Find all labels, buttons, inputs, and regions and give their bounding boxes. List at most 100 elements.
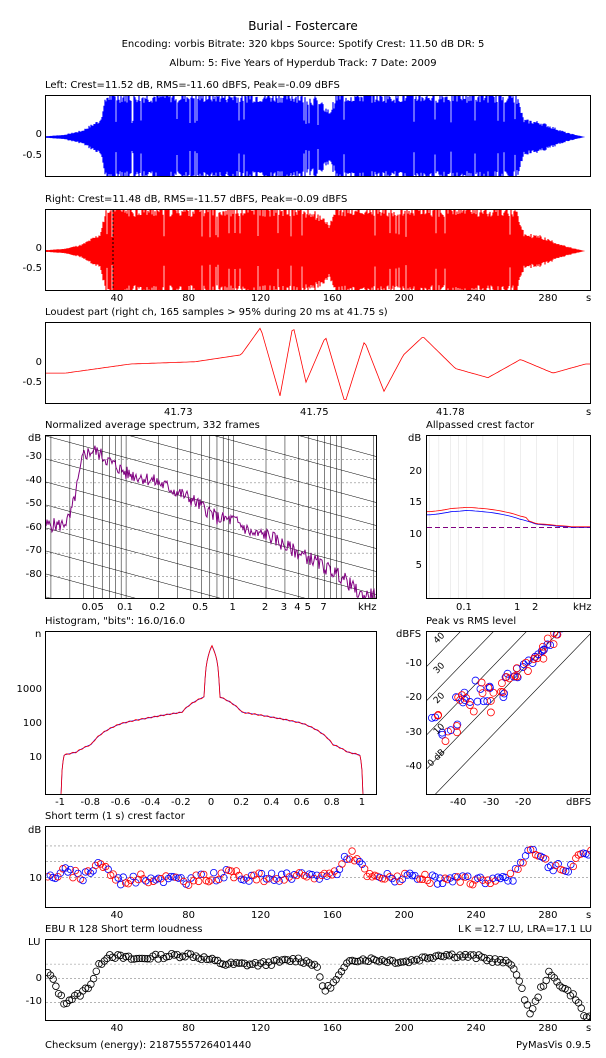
- spectrum-slope-line: [214, 436, 376, 480]
- left-panel-title: Left: Crest=11.52 dB, RMS=-11.60 dBFS, P…: [45, 80, 340, 91]
- spectrum-yunit: dB: [28, 433, 42, 444]
- crest-point: [167, 872, 175, 881]
- crest-point: [423, 876, 432, 885]
- histogram-xtick: -0.4: [140, 797, 161, 808]
- ebu-point: [84, 984, 92, 993]
- ebu-point: [46, 971, 55, 979]
- ebu-point: [114, 951, 122, 959]
- loudest-ytick-0: 0: [35, 357, 42, 368]
- ebu-point: [345, 957, 354, 965]
- ebu-point: [542, 976, 550, 985]
- time-tick-240: 240: [466, 293, 486, 304]
- spectrum-slope-line: [129, 436, 376, 503]
- peakrms-point: [513, 673, 522, 682]
- crest-point: [174, 874, 183, 882]
- ebu-point: [133, 954, 141, 963]
- ebu-point: [116, 951, 125, 960]
- crest-point: [91, 861, 100, 870]
- crest-point: [197, 870, 205, 878]
- time-tick-80: 80: [182, 1023, 196, 1034]
- crest-point: [235, 871, 243, 880]
- peakrms-point: [549, 640, 558, 649]
- allpass-xtick-1: 1: [514, 602, 521, 613]
- crest-point: [426, 879, 434, 887]
- peakrms-point: [478, 689, 487, 698]
- crest-ytick-1: 10: [29, 873, 42, 884]
- spectrum-slope-line: [46, 527, 306, 598]
- crest-point: [177, 874, 185, 882]
- crest-point: [451, 873, 459, 881]
- peakrms-xtick-1: -30: [483, 797, 500, 808]
- crest-point: [66, 865, 75, 874]
- ebu-point: [89, 974, 98, 983]
- crest-point: [184, 881, 193, 889]
- allpass-plot: [426, 435, 591, 599]
- peakrms-point: [513, 672, 521, 681]
- crest-point: [360, 865, 369, 873]
- crest-point: [207, 876, 215, 884]
- crest-point: [328, 871, 336, 879]
- crest-point: [298, 869, 306, 877]
- time-unit: s: [586, 293, 592, 304]
- peakrms-point: [471, 676, 480, 685]
- peakrms-point: [509, 672, 518, 681]
- spectrum-xtick: 2: [261, 602, 269, 613]
- crest-point: [272, 875, 281, 883]
- chart-title: Burial - Fostercare: [248, 19, 358, 33]
- crest-point: [406, 869, 414, 877]
- ebu-point: [585, 1012, 590, 1020]
- crest-point: [308, 870, 316, 879]
- crest-point: [139, 875, 148, 883]
- waveform-trace: [46, 96, 585, 176]
- spectrum-slope-line: [299, 436, 376, 457]
- peakrms-point: [498, 688, 507, 697]
- peakrms-point: [483, 697, 492, 706]
- peakrms-point: [486, 697, 495, 705]
- ebu-point: [273, 956, 281, 964]
- peakrms-diag-label: 30: [432, 661, 447, 676]
- peakrms-xtick-2: -20: [515, 797, 532, 808]
- spectrum-xtick: 0.5: [192, 602, 209, 613]
- histogram-ytick-1: 100: [22, 718, 42, 729]
- ebu-point: [480, 954, 488, 962]
- crest-plot: [45, 826, 591, 908]
- peakrms-point: [512, 664, 521, 673]
- allpass-ytick: 15: [409, 497, 422, 509]
- peakrms-crest-line: [427, 632, 560, 769]
- crest-point: [220, 873, 228, 882]
- time-tick-160: 160: [322, 910, 342, 921]
- ebu-yunit: LU: [28, 937, 41, 948]
- peakrms-point: [524, 656, 533, 665]
- ebu-point: [305, 959, 313, 967]
- histogram-svg: [60, 644, 364, 794]
- peakrms-point: [499, 693, 508, 701]
- crest-point: [418, 875, 427, 884]
- crest-point: [303, 873, 311, 881]
- crest-point: [127, 876, 135, 885]
- crest-point: [348, 847, 356, 855]
- peakrms-crest-line: [427, 632, 494, 701]
- crest-point: [431, 872, 439, 881]
- ebu-point: [388, 956, 397, 965]
- crest-point: [464, 872, 472, 880]
- right-panel-title: Right: Crest=11.48 dB, RMS=-11.57 dBFS, …: [45, 194, 348, 205]
- ebu-point: [467, 951, 475, 959]
- ebu-point: [278, 956, 286, 964]
- crest-point: [541, 855, 550, 863]
- ebu-point: [197, 955, 206, 964]
- time-tick-120: 120: [250, 910, 271, 921]
- crest-point: [275, 877, 283, 885]
- left-waveform-svg: [46, 96, 585, 176]
- crest-point: [516, 858, 525, 867]
- peakrms-point: [452, 722, 461, 730]
- spectrum-slope-line: [46, 458, 376, 549]
- crest-point: [396, 877, 404, 886]
- ebu-point: [184, 949, 192, 958]
- ebu-point: [437, 952, 445, 960]
- time-unit: s: [586, 1023, 592, 1034]
- ebu-point: [426, 953, 435, 962]
- ebu-point: [135, 954, 144, 963]
- peakrms-point: [441, 737, 450, 746]
- ebu-point: [391, 959, 400, 967]
- histogram-ytick-0: 1000: [16, 684, 42, 695]
